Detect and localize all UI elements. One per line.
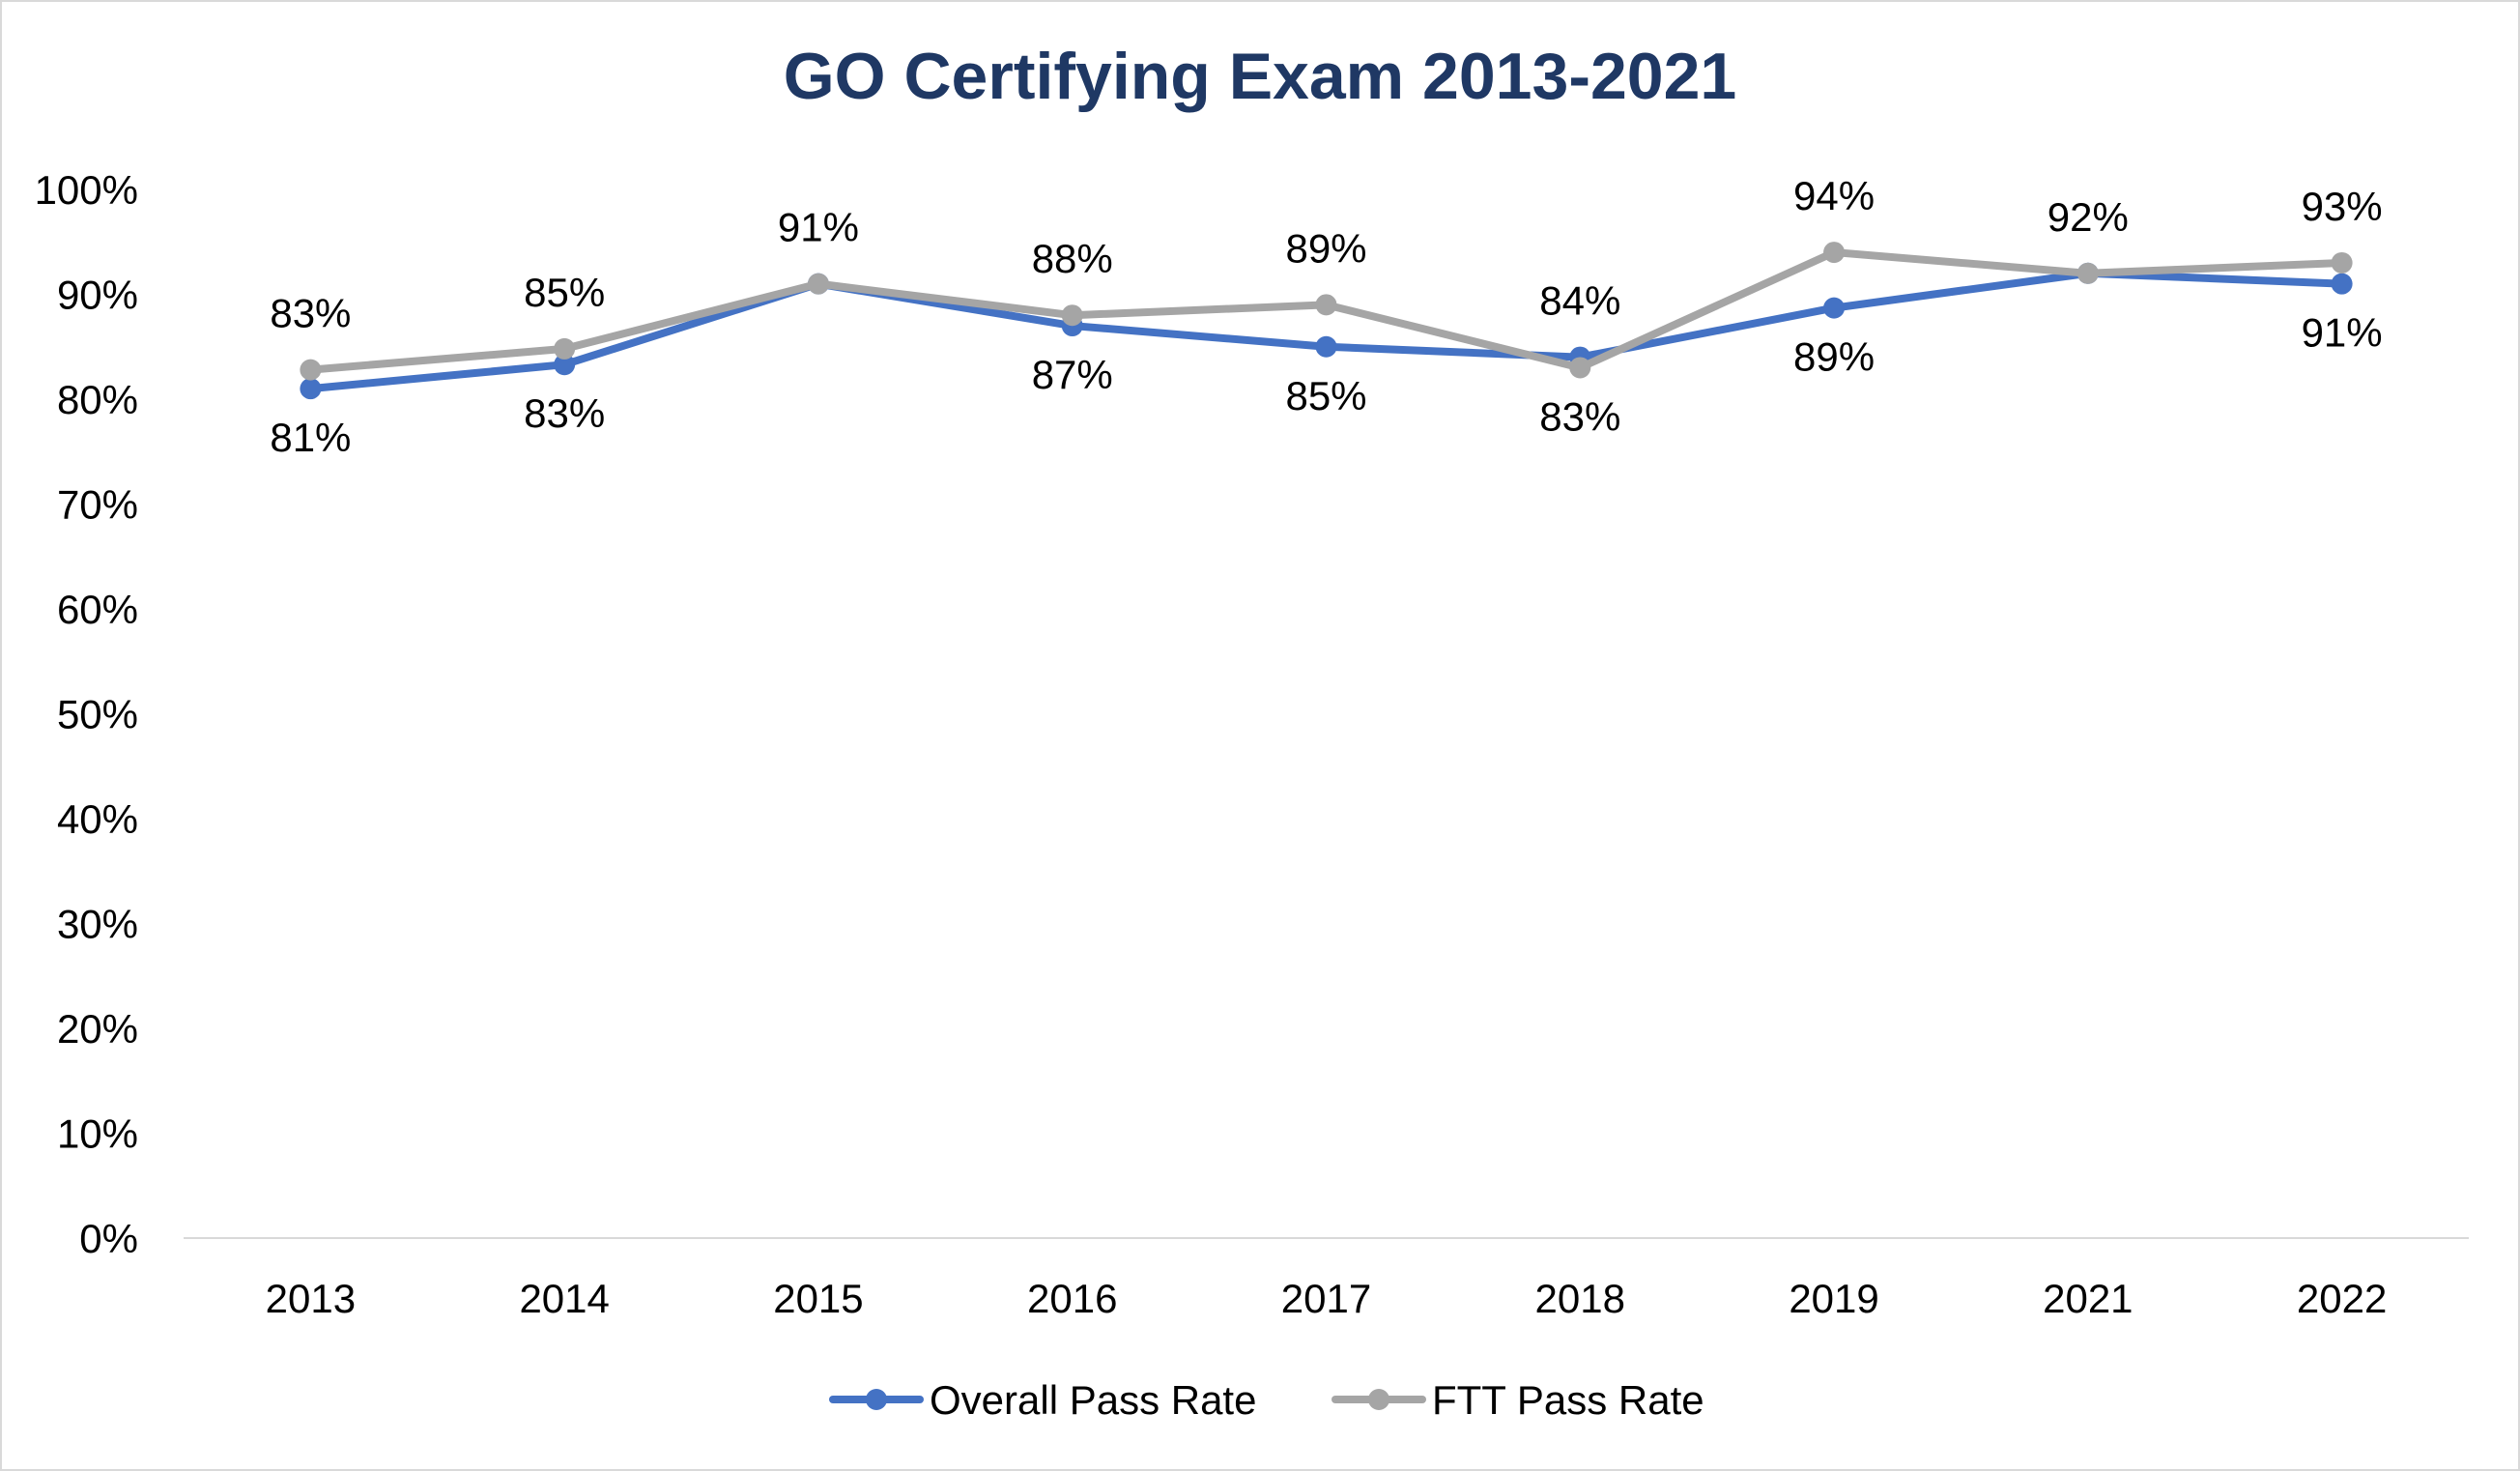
legend-label: FTT Pass Rate: [1432, 1377, 1704, 1423]
data-point: [1061, 304, 1083, 327]
x-tick-label: 2015: [773, 1276, 863, 1321]
y-tick-label: 100%: [35, 167, 138, 213]
x-tick-label: 2022: [2297, 1276, 2387, 1321]
legend: Overall Pass Rate FTT Pass Rate: [829, 1377, 1704, 1423]
y-tick-label: 80%: [57, 377, 138, 422]
data-labels: 81% 83% 87% 85% 89% 91% 83% 85% 91% 88% 89% 83% 94% 9…: [270, 173, 2382, 460]
data-label: 85%: [1285, 373, 1366, 418]
x-tick-label: 2017: [1281, 1276, 1371, 1321]
y-tick-label: 30%: [57, 902, 138, 947]
data-point: [2331, 251, 2353, 274]
data-label: 94%: [1793, 173, 1875, 218]
data-point: [2076, 262, 2099, 284]
data-label: 83%: [524, 390, 605, 436]
data-label: 81%: [270, 415, 351, 460]
data-label: 93%: [2302, 184, 2383, 229]
y-tick-label: 40%: [57, 796, 138, 842]
x-tick-label: 2021: [2043, 1276, 2133, 1321]
data-label: 91%: [2302, 310, 2383, 356]
x-tick-label: 2014: [519, 1276, 609, 1321]
data-label: 85%: [524, 270, 605, 315]
x-tick-label: 2019: [1789, 1276, 1878, 1321]
data-point: [300, 359, 322, 381]
data-point: [1315, 294, 1337, 316]
legend-label: Overall Pass Rate: [930, 1377, 1256, 1423]
y-axis: 0% 10% 20% 30% 40% 50% 60% 70% 80% 90% 100%: [35, 167, 138, 1261]
x-tick-label: 2018: [1535, 1276, 1625, 1321]
legend-swatch-marker: [866, 1389, 887, 1410]
data-point: [807, 273, 829, 295]
data-point: [1569, 357, 1591, 379]
y-tick-label: 70%: [57, 482, 138, 528]
y-tick-label: 0%: [79, 1216, 138, 1261]
data-label: 89%: [1285, 225, 1366, 271]
y-tick-label: 90%: [57, 273, 138, 318]
x-tick-label: 2013: [266, 1276, 356, 1321]
series-layer: [300, 242, 2353, 400]
data-point: [300, 378, 322, 400]
x-axis: 2013 2014 2015 2016 2017 2018 2019 2021 2022: [184, 1237, 2469, 1321]
chart-title: GO Certifying Exam 2013-2021: [783, 40, 1737, 113]
data-point: [554, 337, 576, 360]
legend-swatch-marker: [1368, 1389, 1389, 1410]
data-label: 89%: [1793, 334, 1875, 380]
y-tick-label: 20%: [57, 1006, 138, 1052]
data-label: 84%: [1539, 278, 1620, 324]
data-point: [1823, 297, 1846, 319]
data-point: [2331, 273, 2353, 295]
data-label: 83%: [1539, 393, 1620, 439]
y-tick-label: 50%: [57, 692, 138, 737]
data-label: 91%: [778, 205, 859, 250]
data-label: 87%: [1032, 352, 1113, 397]
series-line-0: [306, 269, 2346, 393]
y-tick-label: 60%: [57, 587, 138, 632]
data-point: [554, 354, 576, 376]
y-tick-label: 10%: [57, 1111, 138, 1157]
data-point: [1315, 335, 1337, 358]
x-tick-label: 2016: [1027, 1276, 1117, 1321]
data-label: 83%: [270, 291, 351, 336]
data-label: 88%: [1032, 236, 1113, 281]
data-point: [1823, 242, 1846, 264]
data-label: 92%: [2048, 194, 2129, 240]
